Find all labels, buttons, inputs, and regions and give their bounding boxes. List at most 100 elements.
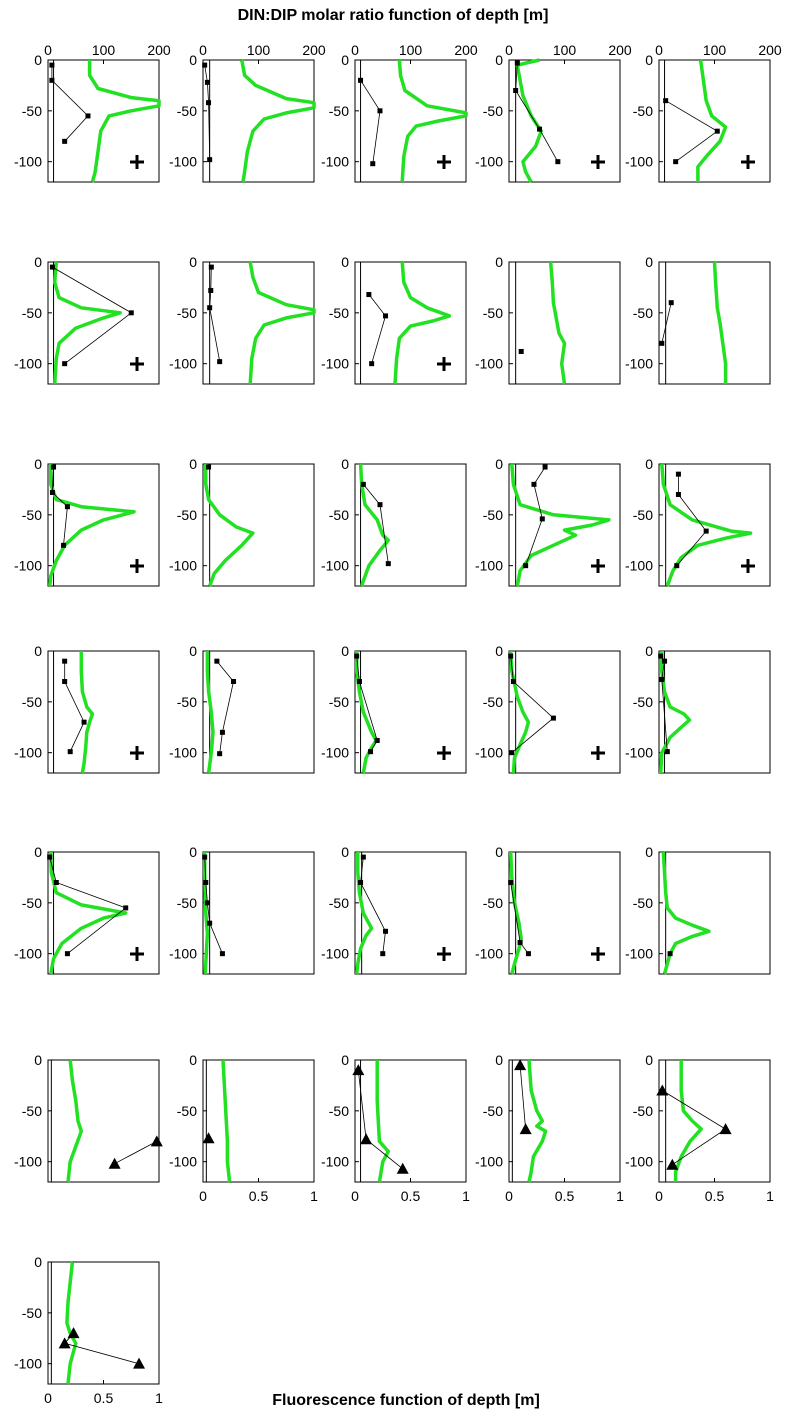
dot-marker xyxy=(61,542,67,548)
dot-marker xyxy=(47,854,53,860)
y-tick-label: -50 xyxy=(177,507,197,523)
x-tick-label: 1 xyxy=(462,1188,470,1204)
plus-marker xyxy=(591,947,605,961)
ratio-line xyxy=(515,62,559,162)
ratio-line xyxy=(51,467,68,546)
y-tick-label: -100 xyxy=(14,558,42,574)
y-tick-label: -50 xyxy=(177,305,197,321)
y-tick-label: -50 xyxy=(177,694,197,710)
dot-marker xyxy=(207,920,213,926)
dot-marker xyxy=(62,679,68,684)
ratio-line xyxy=(368,294,386,364)
dot-marker xyxy=(523,563,529,569)
y-tick-label: 0 xyxy=(341,643,349,659)
dot-marker xyxy=(202,854,208,860)
dot-marker xyxy=(514,60,520,66)
y-tick-label: 0 xyxy=(189,52,197,68)
y-tick-label: 0 xyxy=(645,643,653,659)
fluorescence-line xyxy=(515,58,543,183)
dot-marker xyxy=(64,504,70,510)
panel-frame xyxy=(508,851,621,975)
panel-frame xyxy=(658,1059,771,1183)
y-tick-label: 0 xyxy=(495,1052,503,1068)
y-tick-label: -100 xyxy=(625,745,653,761)
plus-marker xyxy=(130,947,144,961)
plus-marker xyxy=(437,947,451,961)
x-tick-label: 0 xyxy=(44,42,52,58)
ratio-line xyxy=(216,660,234,754)
x-tick-label: 200 xyxy=(758,42,782,58)
triangle-marker xyxy=(719,1123,732,1135)
dot-marker xyxy=(219,951,225,957)
dot-marker xyxy=(62,658,68,664)
panel-frame xyxy=(354,463,467,587)
y-tick-label: -100 xyxy=(625,1154,653,1170)
y-tick-label: 0 xyxy=(645,254,653,270)
y-tick-label: 0 xyxy=(341,52,349,68)
y-tick-label: -100 xyxy=(475,558,503,574)
dot-marker xyxy=(668,300,674,306)
panel-12: 0 -50 -100 xyxy=(169,456,315,587)
dot-marker xyxy=(204,900,210,906)
ratio-line xyxy=(676,474,707,566)
panel-frame xyxy=(508,650,621,774)
x-tick-label: 1 xyxy=(310,1188,318,1204)
dot-marker xyxy=(537,126,543,132)
panel-3: 0 -50 -100 0 100 200 xyxy=(321,42,478,183)
fluorescence-line xyxy=(510,463,611,587)
y-tick-label: -100 xyxy=(475,154,503,170)
x-tick-label: 1 xyxy=(616,1188,624,1204)
x-tick-label: 0 xyxy=(351,1188,359,1204)
panel-17: 0 -50 -100 xyxy=(169,643,315,774)
fluorescence-line xyxy=(52,261,122,385)
panel-frame xyxy=(202,59,315,183)
x-tick-label: 0 xyxy=(505,1188,513,1204)
dot-marker xyxy=(360,854,366,860)
panel-frame xyxy=(354,851,467,975)
ratio-line xyxy=(661,302,672,344)
y-tick-label: 0 xyxy=(189,254,197,270)
dot-marker xyxy=(380,951,386,957)
ratio-line xyxy=(49,856,127,955)
panel-frame xyxy=(354,650,467,774)
y-tick-label: 0 xyxy=(34,456,42,472)
y-tick-label: -100 xyxy=(169,356,197,372)
dot-marker xyxy=(85,113,91,119)
dot-marker xyxy=(703,528,709,534)
fluorescence-line xyxy=(221,1059,232,1183)
fluorescence-line xyxy=(87,60,161,183)
ratio-line xyxy=(51,65,89,142)
y-tick-label: 0 xyxy=(341,1052,349,1068)
x-tick-label: 0 xyxy=(655,1188,663,1204)
panel-4: 0 -50 -100 0 100 200 xyxy=(475,42,632,183)
panel-16: 0 -50 -100 xyxy=(14,643,160,774)
y-tick-label: -100 xyxy=(14,946,42,962)
y-tick-label: -50 xyxy=(633,694,653,710)
dot-marker xyxy=(539,516,545,522)
dot-marker xyxy=(360,481,366,487)
fluorescence-line xyxy=(673,1060,703,1182)
x-tick-label: 200 xyxy=(147,42,171,58)
dot-marker xyxy=(555,159,561,165)
panel-26: 0 -50 -100 xyxy=(14,1052,163,1183)
dot-marker xyxy=(204,79,210,85)
ratio-line xyxy=(209,267,221,362)
y-tick-label: 0 xyxy=(189,1052,197,1068)
fluorescence-line xyxy=(548,261,567,385)
panel-18: 0 -50 -100 xyxy=(321,643,467,774)
triangle-marker xyxy=(666,1158,679,1170)
triangle-marker xyxy=(202,1132,215,1144)
ratio-line xyxy=(114,1140,157,1165)
dot-marker xyxy=(658,653,664,659)
y-tick-label: 0 xyxy=(34,1254,42,1270)
y-tick-label: -50 xyxy=(329,895,349,911)
fluorescence-line xyxy=(354,852,374,975)
x-tick-label: 0.5 xyxy=(249,1188,269,1204)
ratio-line xyxy=(357,1070,403,1170)
dot-marker xyxy=(62,361,68,367)
y-tick-label: 0 xyxy=(341,254,349,270)
y-tick-label: -100 xyxy=(321,558,349,574)
y-tick-label: -50 xyxy=(177,895,197,911)
dot-marker xyxy=(217,359,223,365)
panel-frame xyxy=(202,463,315,587)
